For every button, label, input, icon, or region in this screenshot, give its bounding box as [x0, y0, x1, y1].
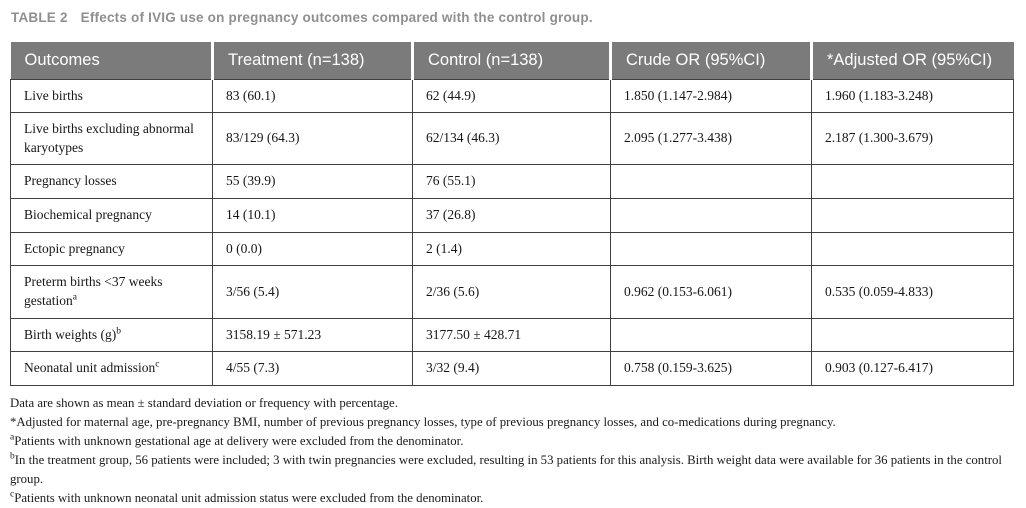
- cell-adjusted-or: 0.903 (0.127-6.417): [811, 351, 1014, 386]
- cell-treatment: 3158.19 ± 571.23: [212, 317, 413, 353]
- cell-treatment: 55 (39.9): [212, 164, 413, 199]
- cell-adjusted-or: [811, 164, 1014, 199]
- cell-crude-or: [610, 231, 812, 267]
- cell-outcome: Pregnancy losses: [10, 164, 213, 199]
- cell-treatment: 83/129 (64.3): [212, 112, 413, 166]
- table-footnotes: Data are shown as mean ± standard deviat…: [10, 394, 1016, 508]
- table-caption-label: TABLE 2: [11, 10, 68, 25]
- col-header-treatment: Treatment (n=138): [211, 42, 413, 79]
- table-row-live-births-excluding: Live births excluding abnormal karyotype…: [10, 112, 1014, 166]
- table-row-preterm-births: Preterm births <37 weeks gestationa 3/56…: [10, 265, 1014, 319]
- cell-adjusted-or: 2.187 (1.300-3.679): [811, 112, 1014, 166]
- cell-control: 3177.50 ± 428.71: [412, 317, 611, 353]
- col-header-control: Control (n=138): [411, 42, 611, 79]
- table-row-neonatal-unit-admission: Neonatal unit admissionc 4/55 (7.3) 3/32…: [10, 351, 1014, 386]
- cell-crude-or: 2.095 (1.277-3.438): [610, 112, 812, 166]
- cell-outcome: Ectopic pregnancy: [10, 231, 213, 267]
- outcome-label: Pregnancy losses: [24, 173, 117, 189]
- footnote-marker: b: [10, 451, 15, 462]
- cell-control: 2 (1.4): [412, 231, 611, 267]
- footnote-marker: *: [10, 414, 17, 429]
- outcome-superscript: a: [72, 292, 77, 303]
- cell-crude-or: 1.850 (1.147-2.984): [610, 78, 812, 114]
- cell-adjusted-or: 1.960 (1.183-3.248): [811, 78, 1014, 114]
- col-header-crude-or: Crude OR (95%CI): [609, 42, 812, 79]
- cell-outcome: Biochemical pregnancy: [10, 198, 213, 233]
- cell-treatment: 3/56 (5.4): [212, 265, 413, 319]
- col-header-outcomes: Outcomes: [10, 42, 213, 79]
- cell-adjusted-or: 0.535 (0.059-4.833): [811, 265, 1014, 319]
- cell-control: 62/134 (46.3): [412, 112, 611, 166]
- footnote-text: Adjusted for maternal age, pre-pregnancy…: [16, 414, 836, 429]
- table-row-live-births: Live births 83 (60.1) 62 (44.9) 1.850 (1…: [10, 78, 1014, 114]
- table-caption-title: Effects of IVIG use on pregnancy outcome…: [80, 10, 593, 25]
- footnote-data-description: Data are shown as mean ± standard deviat…: [10, 394, 1016, 413]
- footnote-b: bIn the treatment group, 56 patients wer…: [10, 451, 1016, 489]
- table-row-birth-weights: Birth weights (g)b 3158.19 ± 571.23 3177…: [10, 317, 1014, 353]
- cell-treatment: 0 (0.0): [212, 231, 413, 267]
- outcome-label: Live births: [24, 87, 83, 103]
- outcomes-table: Outcomes Treatment (n=138) Control (n=13…: [10, 42, 1014, 386]
- cell-control: 76 (55.1): [412, 164, 611, 199]
- cell-outcome: Live births excluding abnormal karyotype…: [10, 112, 213, 166]
- cell-control: 37 (26.8): [412, 198, 611, 233]
- cell-adjusted-or: [811, 231, 1014, 267]
- cell-crude-or: [610, 164, 812, 199]
- cell-outcome: Live births: [10, 78, 213, 114]
- cell-treatment: 4/55 (7.3): [212, 351, 413, 386]
- cell-adjusted-or: [811, 317, 1014, 353]
- outcome-label: Biochemical pregnancy: [24, 207, 152, 222]
- col-header-adjusted-or: *Adjusted OR (95%CI): [810, 42, 1014, 79]
- table-row-biochemical-pregnancy: Biochemical pregnancy 14 (10.1) 37 (26.8…: [10, 198, 1014, 233]
- cell-crude-or: [610, 198, 812, 233]
- table-row-ectopic-pregnancy: Ectopic pregnancy 0 (0.0) 2 (1.4): [10, 231, 1014, 267]
- cell-control: 62 (44.9): [412, 78, 611, 114]
- cell-control: 3/32 (9.4): [412, 351, 611, 386]
- cell-outcome: Preterm births <37 weeks gestationa: [10, 265, 213, 319]
- cell-crude-or: [610, 317, 812, 353]
- footnote-text: Patients with unknown neonatal unit admi…: [14, 490, 484, 505]
- cell-outcome: Neonatal unit admissionc: [10, 351, 213, 386]
- outcome-label: Preterm births <37 weeks gestation: [24, 274, 163, 308]
- cell-treatment: 83 (60.1): [212, 78, 413, 114]
- footnote-a: aPatients with unknown gestational age a…: [10, 432, 1016, 451]
- outcome-label: Ectopic pregnancy: [24, 240, 125, 256]
- outcome-label: Neonatal unit admission: [24, 360, 156, 376]
- cell-adjusted-or: [811, 198, 1014, 233]
- table-caption: TABLE 2 Effects of IVIG use on pregnancy …: [11, 10, 1016, 25]
- table-row-pregnancy-losses: Pregnancy losses 55 (39.9) 76 (55.1): [10, 164, 1014, 199]
- footnote-text: Data are shown as mean ± standard deviat…: [10, 395, 398, 410]
- cell-control: 2/36 (5.6): [412, 265, 611, 319]
- footnote-text: In the treatment group, 56 patients were…: [10, 452, 1002, 486]
- outcome-label: Live births excluding abnormal karyotype…: [24, 121, 194, 155]
- outcome-superscript: c: [155, 359, 160, 370]
- cell-crude-or: 0.758 (0.159-3.625): [610, 351, 812, 386]
- footnote-adjusted: *Adjusted for maternal age, pre-pregnanc…: [10, 413, 1016, 432]
- cell-treatment: 14 (10.1): [212, 198, 413, 233]
- outcome-superscript: b: [116, 326, 121, 336]
- outcome-label: Birth weights (g): [24, 326, 117, 342]
- cell-outcome: Birth weights (g)b: [10, 317, 213, 353]
- cell-crude-or: 0.962 (0.153-6.061): [610, 265, 812, 319]
- footnote-text: Patients with unknown gestational age at…: [14, 433, 464, 448]
- table-header-row: Outcomes Treatment (n=138) Control (n=13…: [10, 42, 1014, 79]
- footnote-marker: a: [10, 432, 15, 443]
